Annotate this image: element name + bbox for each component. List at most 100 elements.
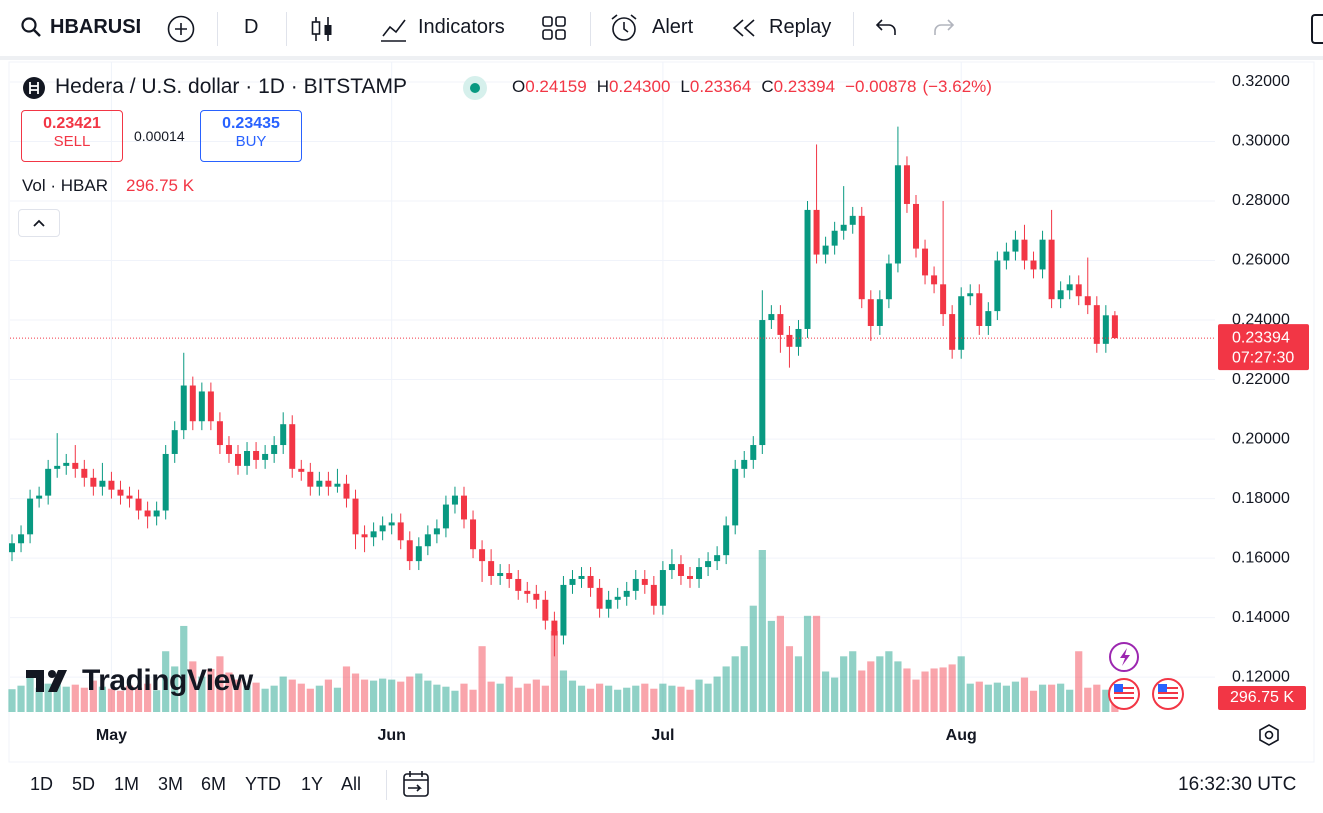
volume-bar: [379, 678, 387, 712]
x-tick-label: Aug: [946, 727, 977, 744]
range-button[interactable]: 5D: [72, 774, 96, 794]
volume-bar: [306, 688, 314, 712]
candle-body: [714, 555, 721, 562]
sell-price: 0.23421: [43, 115, 101, 132]
chart-frame: [8, 61, 1315, 763]
volume-bar: [162, 651, 170, 712]
volume-bar: [822, 671, 830, 712]
collapse-button[interactable]: [18, 209, 60, 237]
candle-body: [849, 215, 856, 225]
volume-title: Vol · HBAR: [22, 176, 108, 195]
settings[interactable]: [1256, 723, 1282, 749]
volume-bar: [840, 656, 848, 712]
range-button[interactable]: 6M: [201, 774, 227, 794]
candle-body: [885, 263, 892, 300]
event-icons[interactable]: [1106, 640, 1190, 714]
volume-bar: [993, 682, 1001, 712]
date-range-icon[interactable]: [400, 769, 432, 801]
range-button[interactable]: 3M: [158, 774, 184, 794]
ohlc-value: 0.24300: [608, 77, 671, 96]
range-button[interactable]: 1D: [30, 774, 54, 794]
candle-body: [614, 596, 621, 600]
candle-body: [587, 575, 594, 588]
candle-body: [1012, 239, 1019, 252]
candle-body: [632, 578, 639, 591]
candle-body: [45, 468, 52, 496]
volume-bar: [1038, 684, 1047, 712]
market-status[interactable]: [463, 76, 487, 100]
candle-body: [976, 293, 983, 326]
candle-body: [442, 504, 449, 529]
alert[interactable]: Alert: [652, 16, 694, 38]
volume-bar: [297, 683, 305, 712]
layouts-icon[interactable]: [541, 15, 569, 43]
candle-body: [1084, 296, 1091, 306]
redo[interactable]: [930, 17, 956, 37]
separator: [286, 12, 287, 46]
volume-bar: [62, 686, 70, 712]
volume-bar: [388, 679, 396, 712]
replay-icon[interactable]: [730, 17, 758, 39]
x-tick-label: Jul: [651, 727, 674, 744]
buy-button[interactable]: 0.23435 BUY: [200, 110, 302, 162]
replay[interactable]: Replay: [769, 16, 832, 38]
candle-body: [958, 296, 965, 350]
volume-bar: [116, 690, 125, 712]
x-tick-label: May: [96, 727, 127, 744]
candle-body: [63, 462, 70, 466]
volume-bar: [261, 688, 269, 712]
indicators[interactable]: Indicators: [418, 16, 505, 38]
volume-bar: [1011, 681, 1020, 712]
range-button[interactable]: YTD: [245, 774, 281, 794]
volume-bar: [1048, 684, 1056, 712]
candle-body: [316, 480, 323, 487]
volume-bar: [324, 679, 332, 712]
volume-bar: [704, 683, 712, 712]
candle-body: [1039, 239, 1046, 270]
candle-body: [1021, 239, 1028, 261]
grid: [10, 62, 1215, 712]
candle-body: [524, 590, 531, 594]
volume-bar: [171, 666, 179, 712]
candle-body: [515, 578, 522, 591]
volume-bar: [532, 679, 540, 712]
volume-bar: [26, 676, 34, 712]
symbol[interactable]: HBARUSD: [50, 16, 140, 38]
chart-type[interactable]: [310, 14, 334, 44]
sell-button[interactable]: 0.23421 SELL: [21, 110, 123, 162]
candle-body: [325, 480, 332, 487]
alert-icon[interactable]: [608, 12, 642, 46]
volume-bar: [424, 680, 432, 712]
candle-body: [903, 165, 910, 204]
candle-body: [433, 528, 440, 535]
footer: [0, 762, 1323, 813]
candle-body: [931, 275, 938, 285]
undo[interactable]: [874, 17, 900, 37]
candle-body: [262, 453, 269, 460]
volume-bar: [460, 683, 468, 712]
candle-body: [397, 522, 404, 541]
interval[interactable]: D: [244, 16, 259, 38]
range-button[interactable]: 1Y: [301, 774, 324, 794]
range-button[interactable]: 1M: [114, 774, 140, 794]
volume-bar: [586, 688, 595, 712]
volume-bar: [134, 687, 143, 712]
candle-body: [822, 245, 829, 255]
candle-body: [153, 510, 160, 517]
candle-body: [198, 391, 205, 422]
volume-bar: [731, 656, 739, 712]
candle-body: [451, 495, 458, 505]
separator: [853, 12, 854, 46]
volume-bar: [415, 673, 423, 712]
volume-bar: [641, 683, 649, 712]
indicators-icon[interactable]: [378, 14, 408, 44]
range-button[interactable]: All: [341, 774, 362, 794]
panel-toggle[interactable]: [1311, 14, 1323, 44]
add-symbol[interactable]: [166, 14, 196, 44]
candle-body: [1102, 315, 1109, 344]
volume-bar: [605, 685, 613, 712]
volume-bar: [749, 605, 757, 712]
volume-bar: [550, 631, 558, 712]
candle-body: [18, 534, 25, 544]
candle-body: [135, 498, 142, 511]
